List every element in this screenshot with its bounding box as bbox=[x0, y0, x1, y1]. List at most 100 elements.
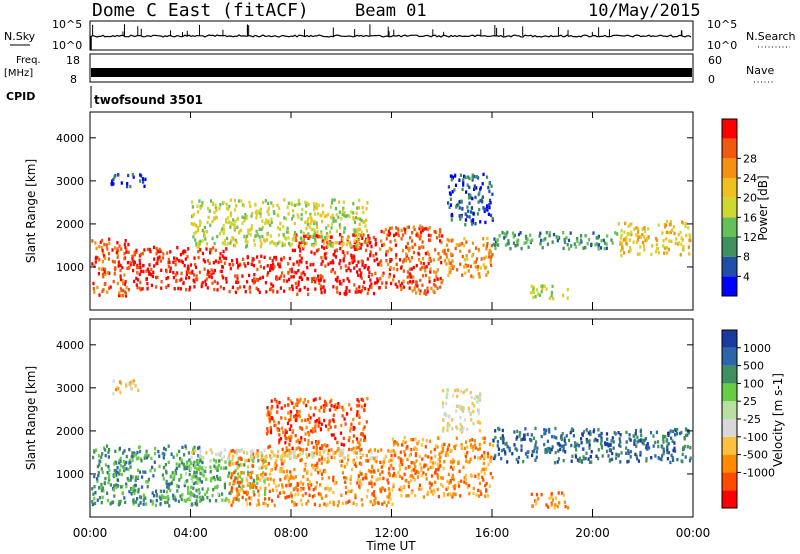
power-heatmap bbox=[91, 172, 692, 301]
data-cell bbox=[277, 262, 280, 266]
data-cell bbox=[151, 502, 154, 506]
data-cell bbox=[582, 447, 585, 451]
data-cell bbox=[479, 186, 482, 190]
data-cell bbox=[240, 478, 243, 482]
data-cell bbox=[234, 450, 237, 454]
data-cell bbox=[223, 485, 227, 490]
data-cell bbox=[96, 479, 99, 483]
data-cell bbox=[419, 236, 422, 241]
data-cell bbox=[325, 214, 328, 218]
data-cell bbox=[268, 418, 271, 422]
data-cell bbox=[448, 481, 451, 485]
data-cell bbox=[256, 474, 259, 478]
data-cell bbox=[315, 222, 318, 226]
data-cell bbox=[441, 249, 445, 253]
data-cell bbox=[318, 408, 321, 413]
data-cell bbox=[372, 254, 375, 258]
data-cell bbox=[240, 448, 243, 452]
data-cell bbox=[297, 492, 300, 496]
data-cell bbox=[328, 242, 332, 246]
data-cell bbox=[318, 503, 321, 507]
data-cell bbox=[366, 243, 369, 248]
data-cell bbox=[250, 485, 253, 489]
data-cell bbox=[597, 448, 600, 452]
data-cell bbox=[138, 258, 141, 263]
data-cell bbox=[121, 279, 124, 283]
data-cell bbox=[386, 495, 389, 499]
data-cell bbox=[314, 429, 317, 433]
data-cell bbox=[280, 257, 283, 261]
data-cell bbox=[357, 478, 360, 482]
data-cell bbox=[402, 260, 405, 264]
data-cell bbox=[103, 446, 106, 450]
data-cell bbox=[252, 281, 255, 285]
data-cell bbox=[429, 460, 432, 464]
data-cell bbox=[255, 229, 258, 234]
data-cell bbox=[294, 433, 297, 438]
data-cell bbox=[526, 237, 529, 241]
data-cell bbox=[429, 259, 433, 263]
data-cell bbox=[416, 232, 419, 236]
data-cell bbox=[543, 428, 546, 432]
data-cell bbox=[151, 499, 154, 504]
data-cell bbox=[354, 216, 358, 220]
data-cell bbox=[124, 280, 127, 284]
data-cell bbox=[109, 285, 112, 289]
data-cell bbox=[406, 225, 409, 230]
data-cell bbox=[343, 465, 346, 469]
data-cell bbox=[233, 208, 237, 212]
data-cell bbox=[426, 251, 429, 256]
data-cell bbox=[317, 247, 320, 252]
data-cell bbox=[442, 426, 445, 430]
data-cell bbox=[239, 285, 242, 289]
data-cell bbox=[304, 463, 307, 468]
data-cell bbox=[412, 225, 415, 229]
data-cell bbox=[615, 232, 618, 236]
data-cell bbox=[146, 282, 149, 286]
data-cell bbox=[320, 455, 324, 459]
data-cell bbox=[246, 465, 250, 469]
data-cell bbox=[242, 450, 246, 454]
data-cell bbox=[332, 500, 335, 505]
data-cell bbox=[600, 246, 603, 250]
data-cell bbox=[263, 479, 266, 483]
data-cell bbox=[292, 455, 296, 459]
data-cell bbox=[291, 475, 294, 479]
data-cell bbox=[191, 200, 194, 204]
data-cell bbox=[570, 244, 573, 248]
data-cell bbox=[461, 187, 464, 192]
data-cell bbox=[310, 441, 313, 445]
data-cell bbox=[401, 443, 404, 447]
data-cell bbox=[309, 263, 312, 267]
data-cell bbox=[633, 442, 636, 446]
data-cell bbox=[415, 447, 419, 451]
data-cell bbox=[203, 260, 207, 264]
data-cell bbox=[117, 484, 120, 488]
data-cell bbox=[102, 489, 105, 493]
data-cell bbox=[600, 442, 603, 446]
colorbar-tick-label: 28 bbox=[743, 152, 757, 165]
data-cell bbox=[105, 243, 108, 247]
data-cell bbox=[501, 434, 504, 438]
data-cell bbox=[438, 452, 441, 456]
data-cell bbox=[559, 447, 562, 452]
data-cell bbox=[589, 432, 592, 436]
data-cell bbox=[307, 442, 310, 446]
data-cell bbox=[219, 285, 222, 289]
data-cell bbox=[299, 447, 302, 451]
data-cell bbox=[290, 424, 293, 428]
data-cell bbox=[212, 475, 216, 480]
data-cell bbox=[335, 213, 338, 217]
data-cell bbox=[277, 494, 280, 499]
data-cell bbox=[140, 459, 143, 463]
data-cell bbox=[214, 203, 217, 207]
data-cell bbox=[500, 448, 503, 453]
x-axis-label: Time UT bbox=[365, 539, 416, 553]
data-cell bbox=[643, 248, 646, 252]
data-cell bbox=[285, 484, 288, 488]
data-cell bbox=[629, 438, 632, 442]
data-cell bbox=[488, 251, 491, 256]
data-cell bbox=[249, 486, 252, 490]
data-cell bbox=[289, 451, 292, 456]
data-cell bbox=[155, 247, 158, 251]
